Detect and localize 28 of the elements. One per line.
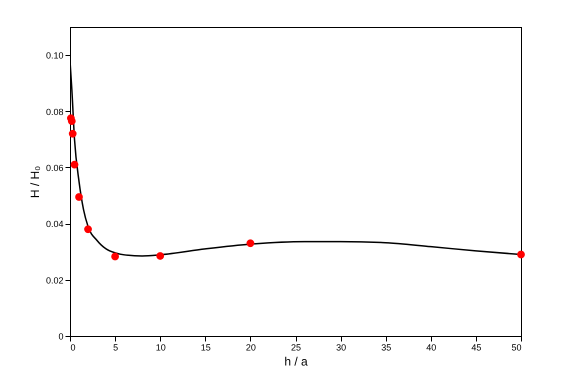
point xyxy=(111,252,119,260)
x-tick-label: 20 xyxy=(246,342,256,352)
x-tick-label: 0 xyxy=(70,342,76,352)
point xyxy=(84,225,92,234)
y-tick-label: 0.08 xyxy=(46,106,64,117)
point xyxy=(68,130,77,138)
x-tick-label: 30 xyxy=(336,342,346,352)
x-tick-label: 40 xyxy=(426,342,436,352)
point xyxy=(246,239,254,248)
y-tick-label: 0.06 xyxy=(46,162,64,173)
x-axis-title: h / a xyxy=(284,354,308,368)
point xyxy=(156,252,164,260)
point xyxy=(68,117,76,125)
x-tick-label: 35 xyxy=(381,342,392,352)
x-tick-label: 50 xyxy=(511,342,522,352)
point xyxy=(517,250,525,258)
y-axis-title: H / H₀ xyxy=(28,166,42,198)
y-tick-label: 0.02 xyxy=(46,275,64,286)
point xyxy=(70,160,78,169)
x-tick-label: 15 xyxy=(200,342,211,352)
y-tick-label: 0.04 xyxy=(46,219,64,230)
x-tick-label: 45 xyxy=(471,342,482,352)
y-tick-label: 0.10 xyxy=(46,50,64,61)
point xyxy=(75,193,83,201)
x-tick-label: 25 xyxy=(290,342,302,352)
x-tick-label: 10 xyxy=(156,342,166,352)
x-tick-label: 5 xyxy=(113,342,118,352)
y-tick-label: 0 xyxy=(58,332,64,342)
